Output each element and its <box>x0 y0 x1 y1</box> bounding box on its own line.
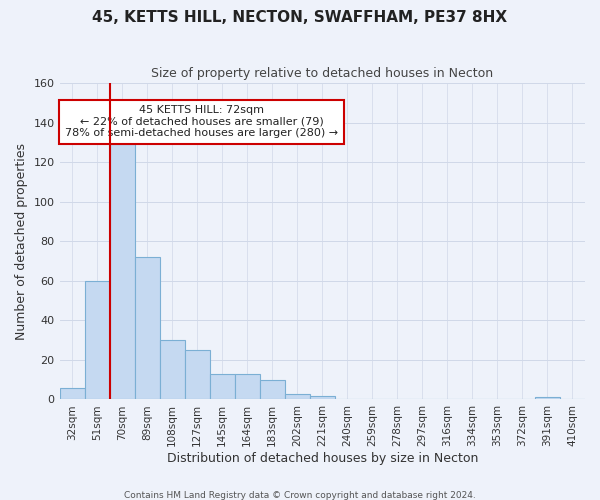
Bar <box>110 144 134 400</box>
Text: 45 KETTS HILL: 72sqm
← 22% of detached houses are smaller (79)
78% of semi-detac: 45 KETTS HILL: 72sqm ← 22% of detached h… <box>65 105 338 138</box>
Bar <box>535 398 560 400</box>
Title: Size of property relative to detached houses in Necton: Size of property relative to detached ho… <box>151 68 493 80</box>
Bar <box>310 396 335 400</box>
Bar <box>209 374 235 400</box>
Text: Contains HM Land Registry data © Crown copyright and database right 2024.: Contains HM Land Registry data © Crown c… <box>124 490 476 500</box>
Bar <box>160 340 185 400</box>
Text: 45, KETTS HILL, NECTON, SWAFFHAM, PE37 8HX: 45, KETTS HILL, NECTON, SWAFFHAM, PE37 8… <box>92 10 508 25</box>
Bar <box>285 394 310 400</box>
Bar <box>185 350 209 400</box>
Y-axis label: Number of detached properties: Number of detached properties <box>15 143 28 340</box>
Bar <box>260 380 285 400</box>
Bar <box>85 281 110 400</box>
X-axis label: Distribution of detached houses by size in Necton: Distribution of detached houses by size … <box>167 452 478 465</box>
Bar <box>235 374 260 400</box>
Bar <box>134 257 160 400</box>
Bar <box>59 388 85 400</box>
